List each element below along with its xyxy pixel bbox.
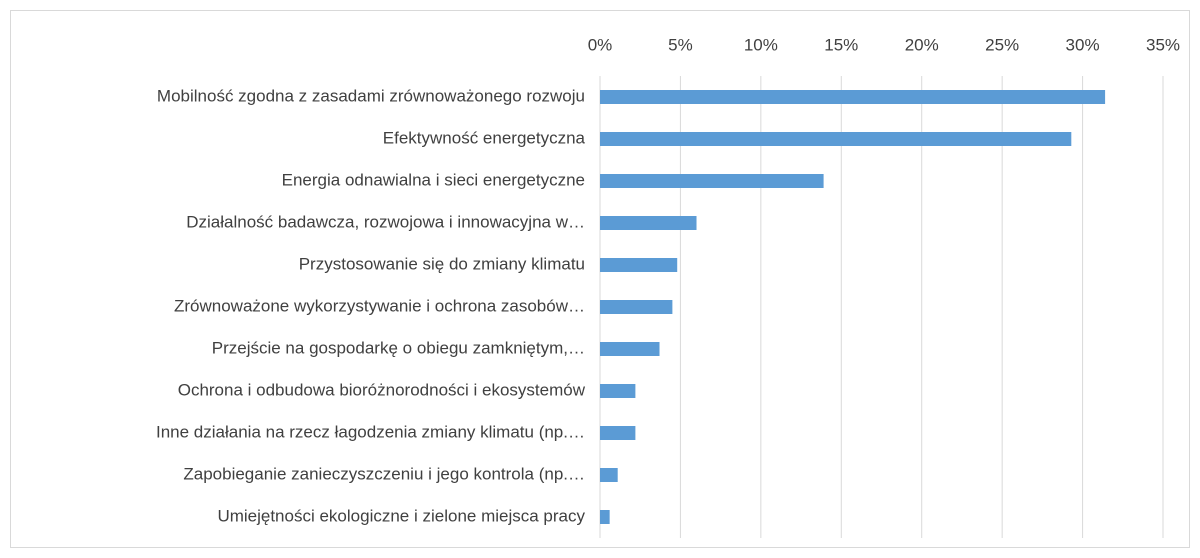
x-tick-label: 15% <box>824 35 858 54</box>
bar <box>600 174 824 188</box>
x-tick-label: 10% <box>744 35 778 54</box>
bar <box>600 258 678 272</box>
y-tick-label: Mobilność zgodna z zasadami zrównoważone… <box>157 86 585 105</box>
x-tick-label: 35% <box>1146 35 1180 54</box>
bar <box>600 426 636 440</box>
y-tick-label: Energia odnawialna i sieci energetyczne <box>282 170 585 189</box>
bar <box>600 300 673 314</box>
y-tick-label: Zrównoważone wykorzystywanie i ochrona z… <box>174 296 585 315</box>
x-tick-label: 5% <box>668 35 693 54</box>
y-tick-label: Zapobieganie zanieczyszczeniu i jego kon… <box>183 464 585 483</box>
y-tick-label: Efektywność energetyczna <box>383 128 586 147</box>
bar <box>600 342 660 356</box>
x-tick-label: 20% <box>905 35 939 54</box>
x-tick-label: 30% <box>1066 35 1100 54</box>
y-tick-label: Umiejętności ekologiczne i zielone miejs… <box>217 506 585 525</box>
bar <box>600 510 610 524</box>
x-tick-label: 0% <box>588 35 613 54</box>
y-tick-label: Działalność badawcza, rozwojowa i innowa… <box>186 212 585 231</box>
x-tick-label: 25% <box>985 35 1019 54</box>
bar <box>600 132 1072 146</box>
bar <box>600 90 1106 104</box>
bar <box>600 384 636 398</box>
y-tick-label: Przystosowanie się do zmiany klimatu <box>299 254 585 273</box>
bar <box>600 468 618 482</box>
bar <box>600 216 697 230</box>
y-tick-label: Ochrona i odbudowa bioróżnorodności i ek… <box>178 380 586 399</box>
y-tick-label: Inne działania na rzecz łagodzenia zmian… <box>156 422 585 441</box>
y-tick-label: Przejście na gospodarkę o obiegu zamknię… <box>212 338 585 357</box>
